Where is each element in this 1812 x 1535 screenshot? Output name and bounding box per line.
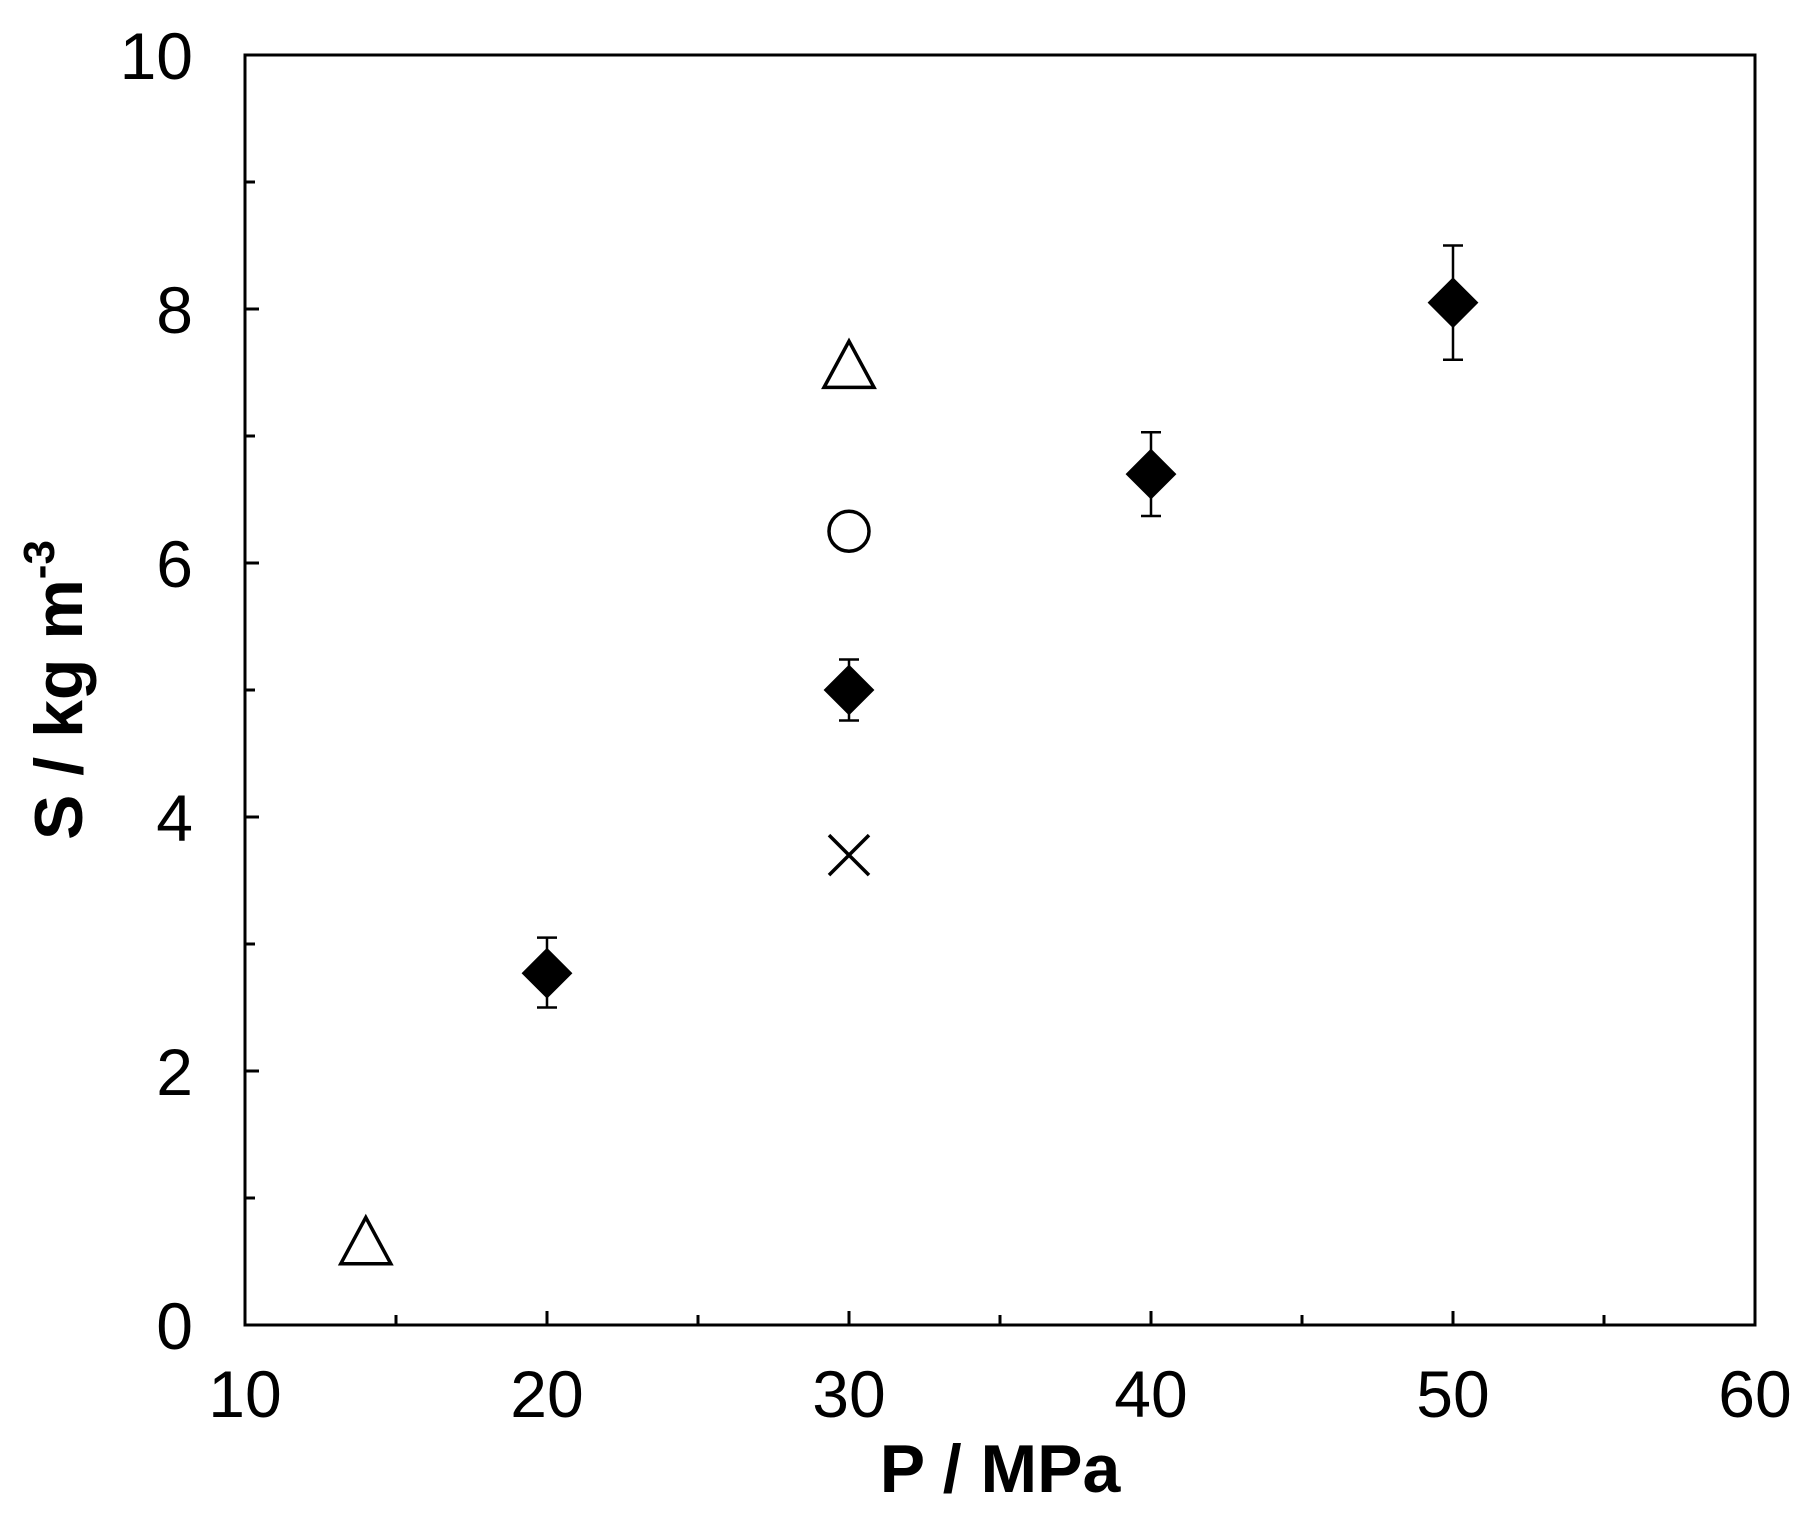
circle-point xyxy=(827,509,871,553)
tick-labels: 10 20 30 40 50 60 0 2 4 6 8 10 xyxy=(120,19,1792,1431)
data-marks xyxy=(337,244,1479,1266)
x-axis-title: P / MPa xyxy=(880,1431,1122,1507)
plot-frame xyxy=(243,53,1757,1327)
x-tick-label: 10 xyxy=(208,1357,281,1431)
x-tick-label: 30 xyxy=(812,1357,885,1431)
y-tick-label: 2 xyxy=(156,1035,193,1109)
triangle-point xyxy=(337,1213,394,1266)
tick-marks xyxy=(243,53,1757,1327)
x-tick-label: 40 xyxy=(1114,1357,1187,1431)
y-tick-label: 8 xyxy=(156,273,193,347)
y-axis-title: S / kg m-3 xyxy=(15,540,97,840)
y-tick-label: 0 xyxy=(156,1289,193,1363)
triangle-point xyxy=(821,337,877,390)
axes xyxy=(243,53,1757,1327)
y-tick-label: 6 xyxy=(156,527,193,601)
x-tick-label: 50 xyxy=(1416,1357,1489,1431)
diamond-point xyxy=(1125,448,1177,500)
diamond-point xyxy=(521,947,573,999)
y-tick-label: 10 xyxy=(120,19,193,93)
x-tick-label: 60 xyxy=(1718,1357,1791,1431)
x-tick-label: 20 xyxy=(510,1357,583,1431)
diamond-point xyxy=(823,664,875,716)
diamond-point xyxy=(1427,277,1479,329)
y-axis-title-main: S / kg m xyxy=(21,579,97,840)
y-axis-title-superscript: -3 xyxy=(15,540,64,579)
y-tick-label: 4 xyxy=(156,781,193,855)
cross-point-stroke xyxy=(827,833,871,877)
